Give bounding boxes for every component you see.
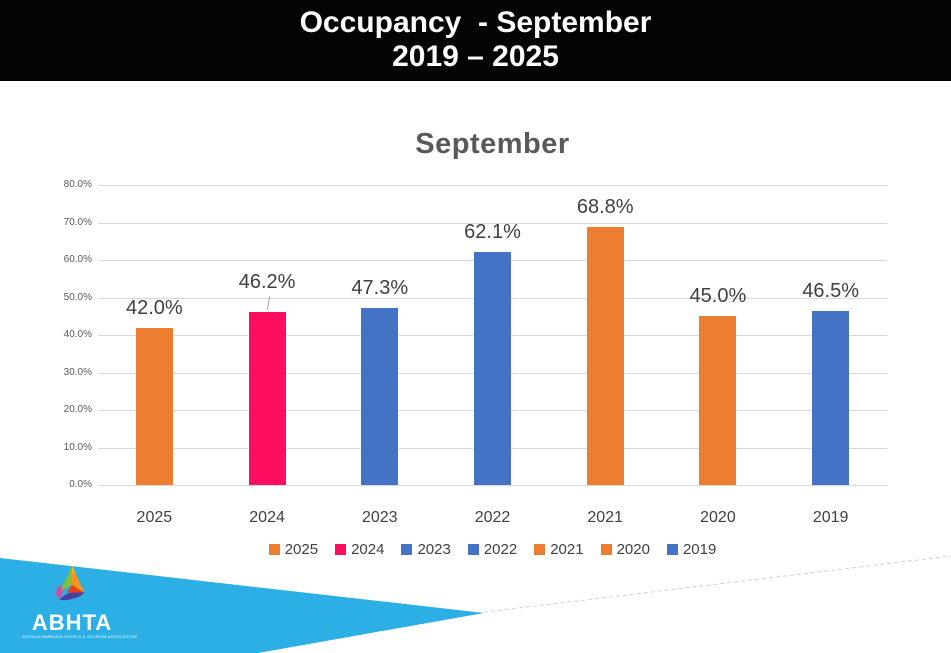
y-tick-10.0%: 10.0% [63, 441, 92, 453]
bar-2024 [248, 311, 286, 485]
legend-label-2023: 2023 [417, 540, 451, 558]
bar-2019 [812, 310, 850, 485]
bar-value-label-2020: 45.0% [689, 285, 747, 308]
chart-title: September [415, 128, 570, 160]
legend-label-2021: 2021 [550, 540, 584, 558]
bar-value-label-2022: 62.1% [464, 221, 521, 244]
abhta-logo: ABHTA ANTIGUA BARBUDA HOTELS & TOURISM A… [22, 564, 137, 639]
bar-2023 [361, 307, 399, 485]
bar-value-label-2019: 46.5% [802, 279, 859, 302]
legend-item-2025: 2025 [268, 540, 319, 558]
y-tick-0.0%: 0.0% [69, 479, 92, 490]
plot-area: 42.0% 46.2% 47.3% 62.1% 68.8% 45.0% 46.5% [98, 185, 887, 486]
abhta-pyramid-icon [56, 565, 85, 601]
bar-2025 [135, 327, 173, 485]
legend-swatch-2022 [467, 543, 479, 555]
y-tick-60.0%: 60.0% [63, 254, 92, 265]
legend-swatch-2020 [600, 543, 612, 555]
abhta-logo-tagline: ANTIGUA BARBUDA HOTELS & TOURISM ASSOCIA… [22, 634, 137, 639]
legend-item-2024: 2024 [335, 541, 384, 558]
legend-label-2025: 2025 [284, 540, 319, 558]
legend-item-2021: 2021 [534, 540, 584, 558]
x-tick-2024: 2024 [249, 509, 285, 526]
y-tick-50.0%: 50.0% [63, 291, 92, 303]
bar-value-label-2023: 47.3% [351, 276, 409, 299]
legend-item-2023: 2023 [401, 540, 451, 558]
legend-swatch-2021 [534, 543, 546, 555]
y-tick-30.0%: 30.0% [63, 366, 92, 378]
gridline-0.0% [98, 485, 887, 486]
legend-swatch-2019 [666, 543, 678, 555]
y-tick-40.0%: 40.0% [63, 329, 92, 340]
legend-label-2024: 2024 [351, 540, 385, 558]
legend-swatch-2023 [401, 543, 413, 555]
slide-title-line2: 2019 – 2025 [392, 40, 559, 73]
x-tick-2020: 2020 [700, 509, 736, 526]
legend-item-2019: 2019 [666, 540, 717, 558]
footer-ribbon [0, 555, 951, 653]
abhta-logo-name: ABHTA [31, 610, 113, 635]
legend-item-2020: 2020 [600, 540, 650, 558]
slide-header: Occupancy - September 2019 – 2025 [0, 0, 951, 81]
slide-title-line1: Occupancy - September [299, 6, 652, 39]
legend-swatch-2025 [268, 543, 280, 555]
bar-value-label-2025: 42.0% [125, 296, 183, 319]
legend-label-2022: 2022 [483, 540, 518, 558]
bar-value-label-2024: 46.2% [238, 270, 296, 293]
chart-legend: 2025 2024 2023 2022 2021 2020 2019 [98, 540, 887, 558]
bar-2021 [586, 227, 624, 485]
bar-value-label-2021: 68.8% [576, 196, 634, 218]
x-tick-2022: 2022 [474, 509, 511, 526]
bar-2022 [474, 252, 511, 485]
y-tick-70.0%: 70.0% [63, 216, 92, 228]
legend-label-2019: 2019 [682, 540, 717, 558]
legend-item-2022: 2022 [467, 540, 518, 558]
legend-swatch-2024 [335, 543, 347, 555]
gridline-70.0% [98, 222, 887, 224]
legend-label-2020: 2020 [616, 540, 650, 558]
y-tick-80.0%: 80.0% [63, 179, 92, 190]
bar-2020 [699, 316, 737, 485]
x-tick-2021: 2021 [587, 509, 623, 526]
x-tick-2025: 2025 [136, 509, 173, 526]
footer-divider-line [476, 555, 951, 614]
x-tick-2023: 2023 [361, 509, 398, 526]
cyan-ribbon [0, 558, 484, 653]
gridline-80.0% [98, 185, 887, 186]
y-tick-20.0%: 20.0% [63, 404, 92, 415]
x-tick-2019: 2019 [812, 509, 849, 526]
